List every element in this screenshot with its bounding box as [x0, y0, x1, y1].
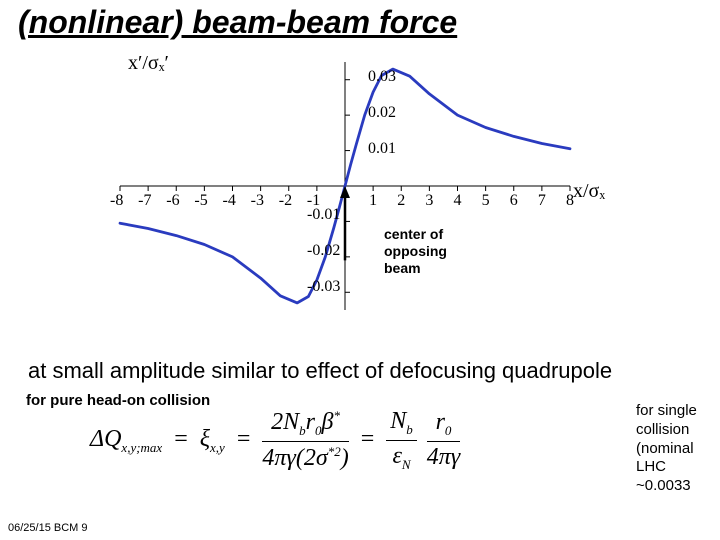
- ytick: 0.01: [368, 140, 396, 158]
- f-n2c: r: [436, 409, 445, 435]
- annotation-line: center of: [384, 226, 443, 242]
- f-n1c-sup: *: [333, 408, 340, 423]
- xtick: 7: [538, 192, 546, 210]
- y-axis-label: x′/σₓ′: [128, 52, 169, 75]
- plot-svg: [80, 52, 640, 322]
- annotation-line: beam: [384, 260, 421, 276]
- f-d2a-sub: N: [402, 457, 411, 472]
- caption-head-on: for pure head-on collision: [26, 392, 210, 409]
- ytick: -0.02: [307, 242, 340, 260]
- f-n1c: β: [321, 409, 333, 435]
- annotation-label: center of opposing beam: [384, 226, 447, 276]
- f-xi: ξ: [200, 426, 210, 452]
- f-lhs-sub: x,y;max: [121, 440, 162, 455]
- f-n2a-sub: b: [406, 422, 413, 437]
- xtick: 3: [425, 192, 433, 210]
- cr-l3: (nominal: [636, 440, 694, 457]
- f-n2a: N: [390, 408, 406, 434]
- xtick: 2: [397, 192, 405, 210]
- beam-beam-plot: x′/σₓ′ x/σₓ 0.03 0.02 0.01 -0.01 -0.02 -…: [80, 52, 640, 322]
- f-d1a: 4πγ: [262, 445, 295, 471]
- caption-right: for single collision (nominal LHC ~0.003…: [636, 402, 720, 496]
- body-text: at small amplitude similar to effect of …: [28, 358, 612, 384]
- f-d1b-sup: *2: [328, 444, 341, 459]
- slide-footer: 06/25/15 BCM 9: [8, 522, 88, 534]
- f-n1b: r: [306, 409, 315, 435]
- xtick: -5: [194, 192, 207, 210]
- cr-l4: LHC ~0.0033: [636, 458, 691, 494]
- xtick: -8: [110, 192, 123, 210]
- annotation-line: opposing: [384, 243, 447, 259]
- slide-title: (nonlinear) beam-beam force: [18, 4, 457, 41]
- xtick: 8: [566, 192, 574, 210]
- ytick: 0.03: [368, 68, 396, 86]
- f-lhs: ΔQ: [90, 426, 121, 452]
- f-d1b: 2σ: [304, 445, 328, 471]
- xtick: -7: [138, 192, 151, 210]
- ytick: -0.03: [307, 278, 340, 296]
- xtick: -1: [307, 192, 320, 210]
- f-n2c-sub: 0: [445, 423, 452, 438]
- xtick: -6: [166, 192, 179, 210]
- xtick: -3: [251, 192, 264, 210]
- x-axis-label: x/σₓ: [573, 180, 605, 203]
- f-xi-sub: x,y: [210, 440, 225, 455]
- cr-l2: collision: [636, 421, 689, 438]
- f-n1a: 2N: [271, 409, 299, 435]
- cr-l1: for single: [636, 402, 697, 419]
- tune-shift-formula: ΔQx,y;max = ξx,y = 2Nbr0β* 4πγ(2σ*2) = N…: [90, 408, 620, 473]
- xtick: -2: [279, 192, 292, 210]
- ytick: 0.02: [368, 104, 396, 122]
- f-d2: 4πγ: [427, 444, 460, 470]
- xtick: 4: [454, 192, 462, 210]
- xtick: 5: [482, 192, 490, 210]
- f-d2a: ε: [392, 443, 401, 469]
- xtick: -4: [223, 192, 236, 210]
- xtick: 1: [369, 192, 377, 210]
- xtick: 6: [510, 192, 518, 210]
